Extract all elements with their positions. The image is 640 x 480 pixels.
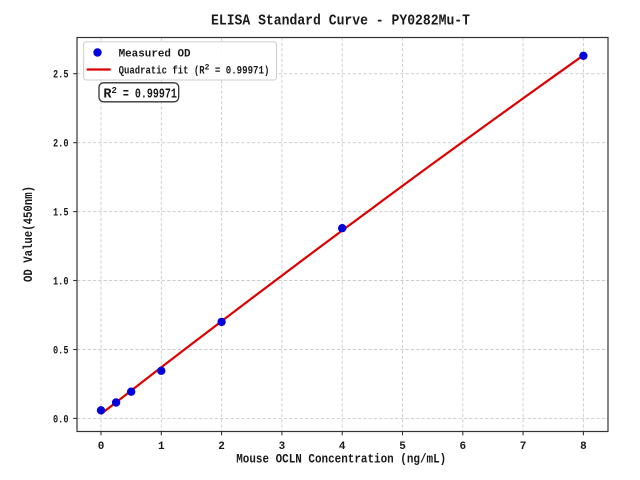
svg-text:4: 4 [339,441,346,453]
svg-text:2.5: 2.5 [53,70,69,82]
svg-text:2: 2 [218,441,225,453]
svg-text:Measured OD: Measured OD [119,49,191,61]
svg-text:1.0: 1.0 [53,277,69,289]
svg-text:0.0: 0.0 [53,414,69,426]
svg-text:6: 6 [459,441,466,453]
svg-text:8: 8 [580,441,587,453]
svg-text:ELISA Standard Curve - PY0282M: ELISA Standard Curve - PY0282Mu-T [211,12,470,29]
svg-text:3: 3 [279,441,286,453]
svg-text:5: 5 [399,441,406,453]
svg-text:0.5: 0.5 [53,346,69,358]
svg-text:0: 0 [98,441,105,453]
svg-text:Quadratic fit (R2 = 0.99971): Quadratic fit (R2 = 0.99971) [119,64,270,78]
svg-text:Mouse OCLN Concentration (ng/m: Mouse OCLN Concentration (ng/mL) [236,451,446,466]
svg-text:1.5: 1.5 [53,208,69,220]
svg-text:7: 7 [520,441,527,453]
svg-text:2.0: 2.0 [53,139,69,151]
svg-text:R2 = 0.99971: R2 = 0.99971 [103,86,177,103]
svg-text:1: 1 [158,441,165,453]
svg-text:OD Value(450nm): OD Value(450nm) [21,186,36,282]
